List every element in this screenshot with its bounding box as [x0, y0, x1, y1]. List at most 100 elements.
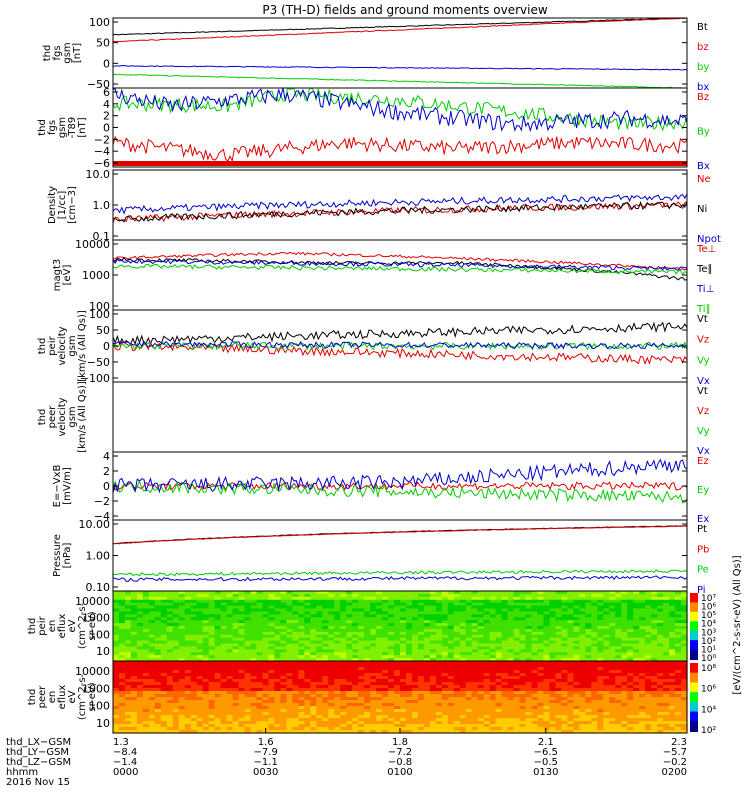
heatmap-cell: [459, 599, 467, 604]
heatmap-cell: [627, 626, 634, 630]
heatmap-cell: [507, 611, 515, 615]
heatmap-cell: [124, 617, 132, 621]
heatmap-cell: [447, 614, 455, 618]
heatmap-cell: [334, 718, 341, 722]
heatmap-cell: [609, 628, 616, 633]
heatmap-cell: [316, 628, 323, 633]
heatmap-cell: [603, 691, 610, 695]
heatmap-cell: [435, 694, 443, 698]
heatmap-cell: [340, 655, 347, 659]
heatmap-cell: [651, 664, 658, 668]
heatmap-cell: [471, 620, 479, 624]
heatmap-cell: [621, 706, 628, 710]
heatmap-cell: [280, 673, 287, 677]
heatmap-cell: [226, 718, 234, 722]
heatmap-cell: [459, 703, 467, 707]
heatmap-cell: [435, 640, 443, 645]
heatmap-cell: [591, 652, 598, 656]
colorbar-tick: 10⁴: [701, 705, 716, 715]
heatmap-cell: [340, 724, 347, 728]
heatmap-cell: [417, 727, 425, 731]
heatmap-cell: [298, 628, 305, 633]
heatmap-cell: [681, 596, 688, 601]
heatmap-cell: [154, 697, 162, 701]
heatmap-cell: [621, 634, 628, 639]
heatmap-cell: [681, 637, 688, 642]
heatmap-cell: [519, 634, 527, 639]
heatmap-cell: [525, 608, 533, 613]
heatmap-cell: [633, 706, 640, 710]
heatmap-cell: [130, 718, 138, 722]
y-axis-label-line: -T89: [67, 117, 78, 139]
heatmap-cell: [405, 679, 413, 683]
heatmap-cell: [268, 664, 276, 668]
heatmap-cell: [663, 637, 670, 642]
heatmap-cell: [274, 658, 282, 662]
heatmap-cell: [585, 631, 592, 636]
heatmap-cell: [495, 679, 503, 683]
heatmap-cell: [286, 703, 293, 707]
colorbar-tick: 10²: [701, 726, 716, 736]
heatmap-cell: [160, 715, 168, 719]
heatmap-cell: [202, 614, 210, 618]
heatmap-cell: [621, 700, 628, 704]
heatmap-cell: [304, 643, 311, 648]
heatmap-cell: [166, 724, 174, 728]
heatmap-cell: [166, 623, 174, 627]
heatmap-cell: [681, 679, 688, 683]
heatmap-cell: [597, 673, 604, 677]
heatmap-cell: [238, 697, 246, 701]
heatmap-cell: [411, 703, 419, 707]
heatmap-cell: [310, 623, 317, 627]
heatmap-cell: [651, 688, 658, 692]
heatmap-cell: [142, 593, 150, 598]
heatmap-cell: [274, 688, 282, 692]
heatmap-cell: [531, 661, 539, 665]
heatmap-cell: [609, 694, 616, 698]
heatmap-cell: [184, 605, 192, 610]
heatmap-cell: [113, 685, 120, 689]
y-axis-label-line: en: [47, 620, 58, 633]
heatmap-cell: [184, 661, 192, 665]
heatmap-cell: [166, 628, 174, 633]
heatmap-cell: [645, 718, 652, 722]
heatmap-cell: [675, 611, 682, 615]
heatmap-cell: [160, 670, 168, 674]
heatmap-cell: [352, 712, 359, 716]
heatmap-cell: [322, 724, 329, 728]
heatmap-cell: [543, 661, 551, 665]
heatmap-cell: [214, 608, 222, 613]
heatmap-cell: [441, 623, 449, 627]
heatmap-cell: [447, 643, 455, 648]
heatmap-cell: [477, 655, 485, 659]
heatmap-cell: [286, 626, 293, 630]
heatmap-cell: [118, 661, 126, 665]
heatmap-cell: [429, 611, 437, 615]
heatmap-cell: [471, 626, 479, 630]
heatmap-cell: [280, 694, 287, 698]
heatmap-cell: [388, 611, 395, 615]
heatmap-cell: [316, 591, 323, 595]
heatmap-cell: [286, 634, 293, 639]
heatmap-cell: [549, 664, 557, 668]
heatmap-cell: [609, 703, 616, 707]
heatmap-cell: [238, 631, 246, 636]
heatmap-cell: [549, 646, 557, 650]
heatmap-cell: [382, 688, 389, 692]
heatmap-cell: [525, 676, 533, 680]
heatmap-cell: [471, 640, 479, 645]
heatmap-cell: [376, 718, 383, 722]
heatmap-cell: [298, 623, 305, 627]
y-tick-label: 10000: [75, 595, 110, 608]
panel-frame: [112, 17, 688, 89]
heatmap-cell: [214, 634, 222, 639]
heatmap-cell: [447, 685, 455, 689]
heatmap-cell: [633, 697, 640, 701]
heatmap-cell: [567, 712, 574, 716]
heatmap-cell: [471, 730, 479, 734]
heatmap-cell: [214, 727, 222, 731]
heatmap-cell: [220, 620, 228, 624]
heatmap-cell: [304, 631, 311, 636]
heatmap-cell: [364, 646, 371, 650]
heatmap-cell: [238, 712, 246, 716]
